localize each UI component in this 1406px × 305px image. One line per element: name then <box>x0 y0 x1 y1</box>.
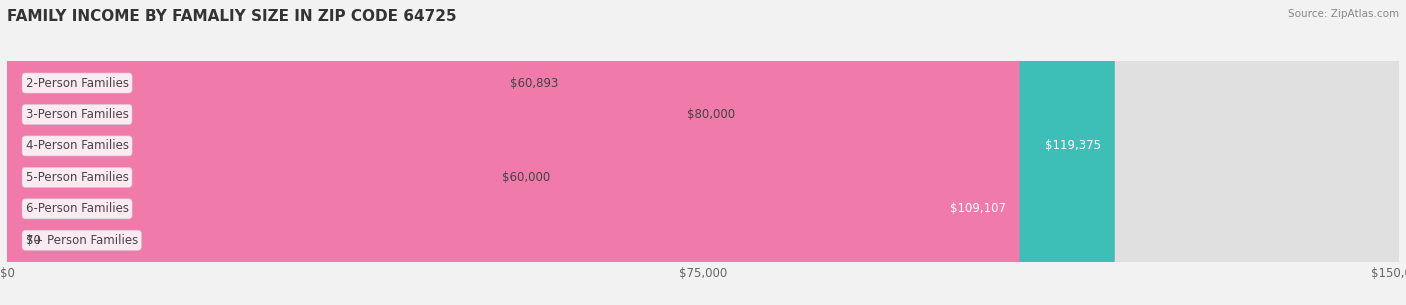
Text: 6-Person Families: 6-Person Families <box>25 202 128 215</box>
FancyBboxPatch shape <box>7 0 1399 305</box>
Text: $60,000: $60,000 <box>502 171 550 184</box>
FancyBboxPatch shape <box>7 0 749 305</box>
Text: 4-Person Families: 4-Person Families <box>25 139 128 152</box>
Text: 7+ Person Families: 7+ Person Families <box>25 234 138 247</box>
FancyBboxPatch shape <box>7 0 572 305</box>
FancyBboxPatch shape <box>7 0 1399 305</box>
Text: $109,107: $109,107 <box>949 202 1005 215</box>
FancyBboxPatch shape <box>7 0 564 305</box>
Text: Source: ZipAtlas.com: Source: ZipAtlas.com <box>1288 9 1399 19</box>
FancyBboxPatch shape <box>7 0 1399 305</box>
FancyBboxPatch shape <box>7 0 1399 305</box>
FancyBboxPatch shape <box>7 0 1019 305</box>
Text: 5-Person Families: 5-Person Families <box>25 171 128 184</box>
Text: $0: $0 <box>25 234 41 247</box>
Text: $60,893: $60,893 <box>510 77 558 89</box>
FancyBboxPatch shape <box>7 0 1399 305</box>
Text: 3-Person Families: 3-Person Families <box>25 108 128 121</box>
Text: $119,375: $119,375 <box>1045 139 1101 152</box>
Text: $80,000: $80,000 <box>688 108 735 121</box>
Text: FAMILY INCOME BY FAMALIY SIZE IN ZIP CODE 64725: FAMILY INCOME BY FAMALIY SIZE IN ZIP COD… <box>7 9 457 24</box>
Text: 2-Person Families: 2-Person Families <box>25 77 128 89</box>
FancyBboxPatch shape <box>7 0 1115 305</box>
FancyBboxPatch shape <box>7 0 1399 305</box>
